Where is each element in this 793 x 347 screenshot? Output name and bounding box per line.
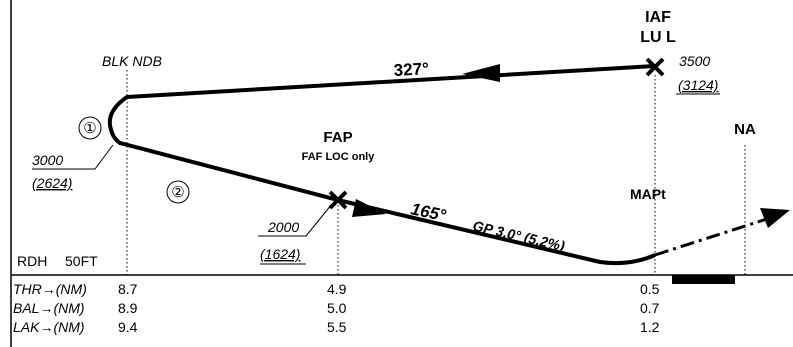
iaf-label: IAF — [645, 9, 671, 26]
loop-altitude: 3000 — [32, 152, 63, 168]
mapt-label: MAPt — [630, 186, 666, 202]
distance: 5.5 — [327, 319, 347, 335]
outbound-track: 327° — [393, 59, 429, 80]
distance: 0.7 — [640, 300, 660, 316]
runway-bar — [672, 275, 735, 284]
fix-cross — [328, 57, 665, 210]
distance: 0.5 — [640, 281, 660, 297]
iaf-height: (3124) — [678, 77, 718, 93]
row-label: THR→(NM) — [13, 281, 87, 297]
iaf-altitude: 3500 — [679, 53, 710, 69]
loop-circle — [166, 180, 190, 204]
ndb-label: BLK NDB — [102, 53, 162, 69]
iaf-name: LU L — [640, 29, 676, 46]
row-label: BAL→(NM) — [13, 300, 85, 316]
loop-circle — [78, 116, 102, 140]
arrow — [462, 64, 500, 82]
distance: 4.9 — [327, 281, 347, 297]
distance-table: THR→(NM) 8.7 4.9 0.5 BAL→(NM) 8.9 5.0 0.7 LAK→(N… — [13, 281, 660, 335]
distance: 9.4 — [118, 319, 138, 335]
fap-altitude: 2000 — [267, 219, 299, 235]
distance: 5.0 — [327, 300, 347, 316]
row-label: LAK→(NM) — [13, 319, 85, 335]
glidepath: GP 3.0° (5.2%) — [471, 217, 566, 254]
distance: 8.7 — [118, 281, 138, 297]
distance: 1.2 — [640, 319, 660, 335]
rdh-value: 50FT — [65, 253, 98, 269]
flight-path — [107, 64, 771, 266]
marker: ① — [83, 120, 96, 137]
distance: 8.9 — [118, 300, 138, 316]
rdh-label: RDH — [17, 253, 47, 269]
fap-note: FAF LOC only — [302, 151, 376, 163]
inbound-track: 165° — [409, 199, 448, 225]
na-label: NA — [734, 121, 756, 138]
loop-height: (2624) — [32, 175, 72, 191]
leader-lines — [32, 93, 720, 265]
arrow — [760, 208, 790, 228]
fap-label: FAP — [323, 129, 352, 146]
marker: ② — [171, 184, 184, 201]
fap-height: (1624) — [260, 246, 300, 262]
arrow — [352, 199, 386, 217]
